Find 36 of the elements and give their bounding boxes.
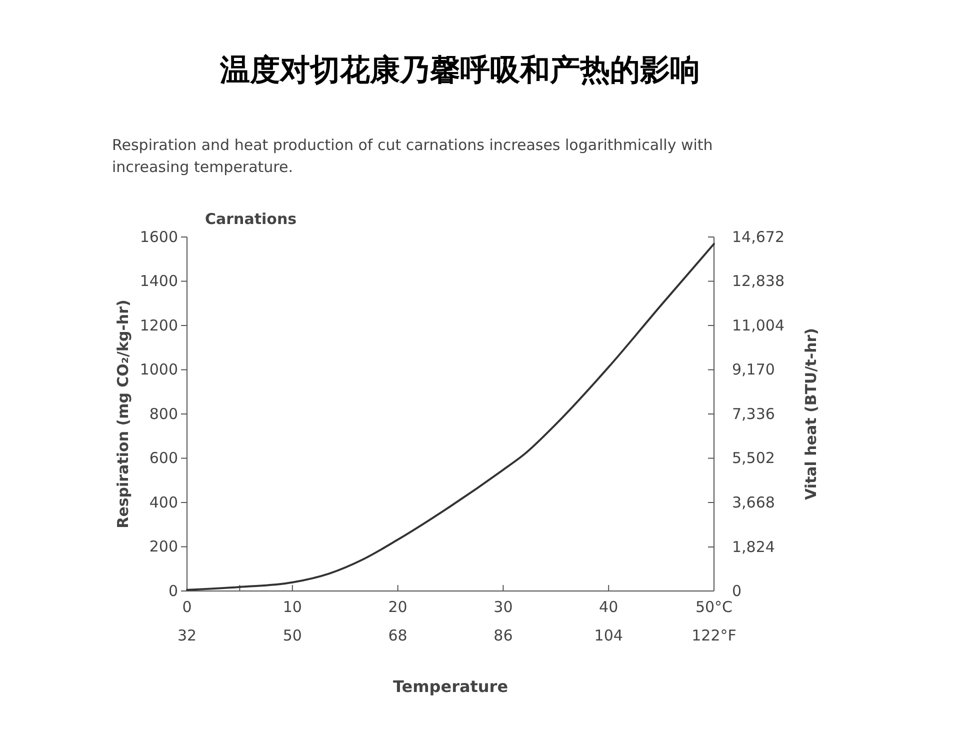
x-tick-label: 0: [182, 598, 192, 616]
y2-tick-label: 12,838: [732, 272, 784, 290]
y2-tick-label: 0: [732, 582, 742, 600]
y2-axis-title: Vital heat (BTU/t-hr): [802, 328, 820, 500]
x-tick-label: 10: [282, 598, 302, 616]
text: Carnations: [205, 210, 297, 228]
y-tick-label: 1000: [140, 360, 178, 379]
y2-tick-label: 9,170: [732, 360, 775, 379]
x2-tick-label: 50: [282, 626, 302, 645]
y2-tick-label: 3,668: [732, 493, 775, 512]
x-tick-label: 40: [599, 598, 618, 616]
y-tick-label: 1400: [140, 272, 178, 290]
y2-tick-label: 7,336: [732, 404, 775, 423]
x-tick-label: 20: [388, 598, 408, 616]
x-tick-label: 50°C: [695, 598, 733, 616]
y-tick-label: 0: [168, 582, 178, 600]
x-tick-label: 30: [494, 598, 513, 616]
chart-subtitle: Respiration and heat production of cut carnations increases logarithmically with increasing temperature.: [112, 136, 713, 176]
y-tick-label: 400: [149, 493, 178, 512]
y-tick-label: 800: [149, 404, 178, 423]
y-tick-label: 600: [149, 449, 178, 468]
x2-tick-label: 122°F: [692, 626, 736, 645]
y-tick-label: 1200: [140, 316, 178, 334]
y-tick-label: 200: [149, 538, 178, 556]
y2-tick-label: 11,004: [732, 316, 784, 334]
x2-tick-label: 86: [494, 626, 513, 645]
y2-tick-label: 5,502: [732, 449, 775, 468]
y-tick-label: 1600: [140, 228, 178, 246]
x2-tick-label: 104: [594, 626, 623, 645]
x2-tick-label: 68: [388, 626, 408, 645]
x2-tick-label: 32: [177, 626, 197, 645]
y2-tick-label: 14,672: [732, 228, 784, 246]
y-axis-title: Respiration (mg CO₂/kg-hr): [114, 300, 132, 528]
chart-title: 温度对切花康乃馨呼吸和产热的影响: [219, 53, 700, 88]
y2-tick-label: 1,824: [732, 538, 775, 556]
x-axis-title: Temperature: [392, 677, 508, 696]
